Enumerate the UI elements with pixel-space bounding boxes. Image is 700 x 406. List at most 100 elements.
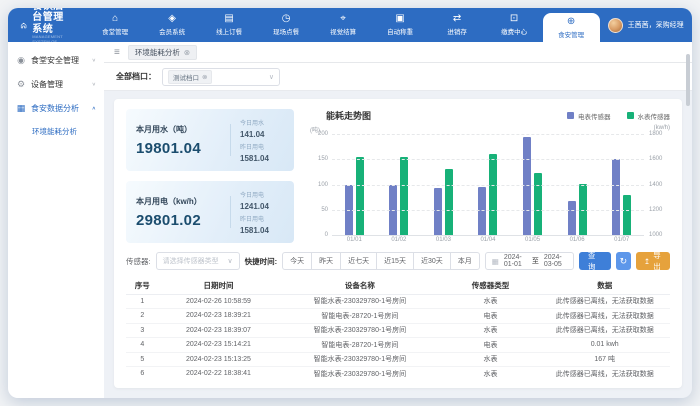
- stall-tag: 测试档口 ⊗: [168, 69, 213, 84]
- energy-trend-chart: 能耗走势图 电表传感器 水表传感器 (吨) (kw/h) 0 50 100 150 200: [310, 109, 670, 243]
- table-row: 5 2024-02-23 15:13:25 智能水表-230329780-1号房间水…: [126, 352, 670, 367]
- app-window: 餐饮后台管理系统 MANAGEMENT SYSTEM OF SMART CANT…: [8, 8, 692, 398]
- table-cell: 智能水表-230329780-1号房间: [278, 294, 442, 309]
- y-tick-right: 1000: [649, 232, 663, 238]
- quick-time-button[interactable]: 今天: [282, 252, 313, 270]
- nav-item-online-order[interactable]: ▤ 线上订餐: [201, 8, 258, 42]
- x-tick: 01/03: [435, 237, 451, 243]
- bar-水表传感器[interactable]: [400, 156, 409, 235]
- calendar-icon: ▦: [491, 256, 499, 266]
- legend-swatch: [626, 112, 634, 119]
- stat-divider: [230, 196, 231, 228]
- y-tick-right: 1200: [649, 206, 663, 213]
- nav-item-label: 会员系统: [159, 29, 186, 36]
- sensor-placeholder: 请选择传感器类型: [162, 258, 219, 265]
- bar-水表传感器[interactable]: [534, 173, 543, 235]
- table-row: 1 2024-02-26 10:58:59 智能水表-230329780-1号房间水…: [126, 294, 670, 309]
- user-chip[interactable]: 王茜茜，采购经理 ⋮: [607, 8, 692, 42]
- bar-水表传感器[interactable]: [623, 195, 632, 235]
- stat-value: 29801.02: [136, 211, 201, 229]
- more-menu-icon[interactable]: ⋮: [689, 20, 692, 31]
- tab-close-icon[interactable]: ⊗: [183, 47, 191, 57]
- stat-card: 本月用电（kw/h） 29801.02 今日用电 1241.04 昨日用电 1581.04: [126, 181, 294, 243]
- bar-水表传感器[interactable]: [489, 154, 498, 235]
- stall-filter-bar: 全部档口： 测试档口 ⊗ ∨: [104, 63, 692, 91]
- search-button[interactable]: 查询: [578, 251, 611, 271]
- nav-item-member[interactable]: ◈ 会员系统: [144, 8, 201, 42]
- table-cell: 水表: [441, 352, 540, 367]
- date-start[interactable]: 2024-01-01: [503, 254, 522, 268]
- x-tick: 01/01: [346, 237, 362, 243]
- bar-水表传感器[interactable]: [578, 183, 587, 235]
- table-cell: 智能水表-230329780-1号房间: [278, 366, 442, 378]
- nav-item-label: 自动称重: [387, 29, 414, 36]
- sidebar-item[interactable]: ▦ 食安数据分析 ∧: [8, 96, 104, 120]
- top-nav: ⌂ 食堂管理 ◈ 会员系统 ▤ 线上订餐 ◷ 现场点餐 ⌖ 视觉结算 ▣ 自动称重 ⇄ 进销存 ⊡ 缴费中心 ⊕…: [87, 8, 600, 42]
- sidebar-item[interactable]: ⚙ 设备管理 ∨: [8, 72, 104, 96]
- vertical-scrollbar[interactable]: [686, 54, 690, 106]
- table-cell: 4: [126, 337, 159, 353]
- stall-select[interactable]: 测试档口 ⊗ ∨: [162, 67, 280, 86]
- bar-水表传感器[interactable]: [444, 168, 453, 235]
- stat-detail-label: 今日用水: [240, 120, 265, 127]
- bar-电表传感器[interactable]: [433, 188, 442, 235]
- collapse-menu-icon[interactable]: ≡: [114, 46, 120, 58]
- quick-time-button[interactable]: 近30天: [412, 252, 451, 270]
- nav-item-auto-weighing[interactable]: ▣ 自动称重: [372, 8, 429, 42]
- nav-item-payment-center[interactable]: ⊡ 缴费中心: [486, 8, 543, 42]
- sensor-select[interactable]: 请选择传感器类型 ∨: [155, 252, 240, 270]
- legend-item[interactable]: 电表传感器: [567, 111, 611, 121]
- quick-time-button[interactable]: 近七天: [340, 252, 378, 270]
- bar-group: [612, 134, 632, 235]
- table-cell: 智能电表-28720-1号房间: [278, 337, 442, 353]
- bar-group: [567, 134, 587, 235]
- table-cell: 智能电表-28720-1号房间: [278, 308, 442, 324]
- sidebar-item[interactable]: ◉ 食堂安全管理 ∨: [8, 48, 104, 72]
- nav-item-food-safety[interactable]: ⊕ 食安管理: [542, 13, 600, 42]
- nav-item-label: 食堂管理: [102, 29, 129, 36]
- sensor-label: 传感器:: [126, 256, 151, 266]
- gridline: [332, 209, 644, 211]
- bar-电表传感器[interactable]: [478, 187, 487, 235]
- nav-item-canteen[interactable]: ⌂ 食堂管理: [87, 8, 144, 42]
- sensor-data-table: 序号 日期时间 设备名称 传感器类型 数据 1 2024-02-26 10:58:59 智能…: [126, 277, 670, 378]
- sidebar-subitem[interactable]: 环境能耗分析: [32, 126, 77, 136]
- y-tick-right: 1800: [649, 131, 663, 137]
- right-axis-unit: (kw/h): [653, 125, 670, 131]
- canteen-icon: ⌂: [112, 13, 119, 24]
- x-tick: 01/04: [480, 237, 496, 243]
- table-cell: 2024-02-23 15:14:21: [158, 337, 279, 353]
- nav-item-inventory[interactable]: ⇄ 进销存: [429, 8, 486, 42]
- table-cell: 水表: [441, 366, 540, 378]
- app-title: 餐饮后台管理系统: [32, 8, 64, 35]
- quick-time-button[interactable]: 本月: [449, 252, 480, 270]
- date-end[interactable]: 2024-03-05: [543, 254, 562, 268]
- table-cell: 167 吨: [539, 352, 670, 367]
- table-cell: 电表: [441, 308, 540, 324]
- export-button[interactable]: ↥ 导出: [635, 251, 670, 271]
- date-range-picker[interactable]: ▦ 2024-01-01 至 2024-03-05: [484, 252, 574, 270]
- legend-item[interactable]: 水表传感器: [626, 111, 670, 121]
- analysis-icon: ▦: [16, 102, 26, 113]
- overview-section: 本月用水（吨） 19801.04 今日用水 141.04 昨日用电 1581.04 本月用电…: [126, 109, 670, 243]
- nav-item-label: 进销存: [447, 29, 467, 36]
- stall-tag-close-icon[interactable]: ⊗: [202, 73, 208, 81]
- inventory-icon: ⇄: [452, 13, 462, 24]
- gridline: [332, 184, 644, 186]
- refresh-button[interactable]: ↻: [615, 252, 631, 270]
- nav-item-vision-checkout[interactable]: ⌖ 视觉结算: [315, 8, 372, 42]
- stat-detail-value: 1581.04: [240, 225, 269, 235]
- tab-env-energy[interactable]: 环境能耗分析 ⊗: [127, 44, 198, 60]
- tab-bar: ≡ 环境能耗分析 ⊗: [104, 42, 692, 63]
- quick-time-label: 快捷时间:: [244, 256, 278, 266]
- bar-水表传感器[interactable]: [355, 156, 364, 235]
- gridline: [332, 159, 644, 161]
- nav-item-onsite-order[interactable]: ◷ 现场点餐: [258, 8, 315, 42]
- quick-time-button[interactable]: 昨天: [311, 252, 342, 270]
- tab-label: 环境能耗分析: [134, 47, 180, 57]
- avatar[interactable]: [607, 17, 623, 33]
- quick-time-button[interactable]: 近15天: [376, 252, 414, 270]
- bar-电表传感器[interactable]: [567, 200, 576, 235]
- bar-电表传感器[interactable]: [612, 159, 621, 235]
- bar-电表传感器[interactable]: [523, 137, 532, 235]
